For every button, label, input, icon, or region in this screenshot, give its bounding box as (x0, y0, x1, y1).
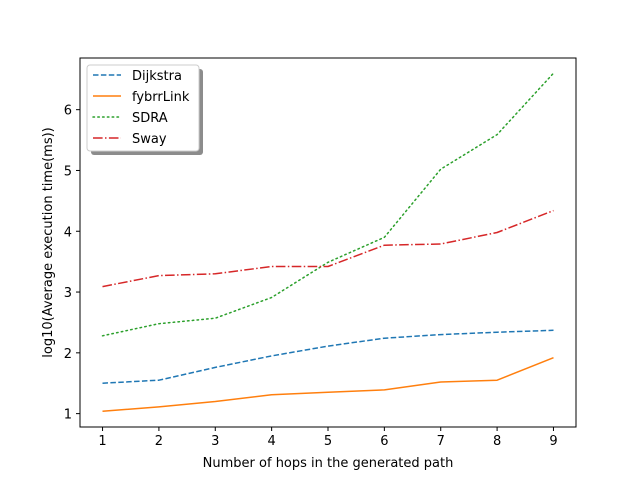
x-tick-label: 6 (380, 434, 388, 449)
x-tick-label: 5 (324, 434, 332, 449)
x-tick-label: 7 (437, 434, 445, 449)
legend-label-sdra: SDRA (132, 111, 168, 126)
legend-box (86, 64, 200, 152)
legend-label-sway: Sway (132, 132, 167, 147)
legend-label-fybrrlink: fybrrLink (132, 90, 190, 105)
y-tick-label: 4 (64, 225, 72, 240)
x-axis: 1 2 3 4 5 6 7 8 9 (98, 427, 558, 449)
y-tick-label: 3 (64, 286, 72, 301)
x-tick-label: 9 (549, 434, 557, 449)
x-tick-label: 8 (493, 434, 501, 449)
series-line-fybrrlink (102, 357, 554, 412)
y-tick-label: 6 (64, 104, 72, 119)
legend-items: Dijkstra fybrrLink SDRA Sway (92, 69, 190, 147)
y-tick-label: 1 (64, 408, 72, 423)
legend-label-dijkstra: Dijkstra (132, 69, 182, 84)
x-axis-label: Number of hops in the generated path (203, 456, 454, 471)
legend: Dijkstra fybrrLink SDRA Sway (86, 64, 203, 155)
x-tick-label: 1 (98, 434, 106, 449)
y-tick-label: 5 (64, 164, 72, 179)
y-axis: 1 2 3 4 5 6 (64, 104, 80, 423)
x-tick-label: 2 (155, 434, 163, 449)
series-line-dijkstra (102, 329, 554, 384)
x-tick-label: 3 (211, 434, 219, 449)
x-tick-label: 4 (267, 434, 275, 449)
y-axis-label: log10(Average execution time(ms)) (41, 127, 56, 357)
y-tick-label: 2 (64, 347, 72, 362)
series-line-sdra (101, 72, 555, 337)
series-layer (101, 72, 555, 412)
series-line-sway (102, 209, 554, 288)
